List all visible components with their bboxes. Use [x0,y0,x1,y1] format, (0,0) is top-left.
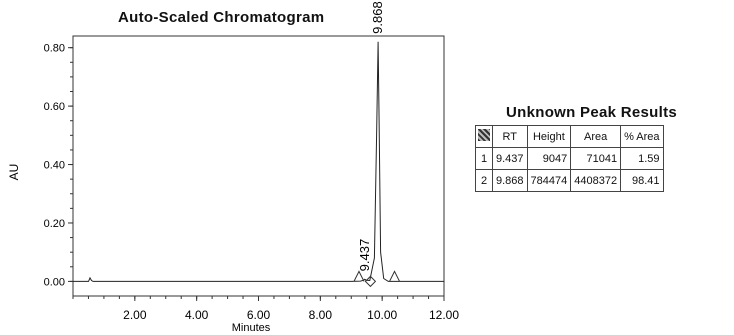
peak-label: 9.868 [370,1,385,34]
y-tick-label: 0.20 [44,218,65,230]
cell-pct-area: 1.59 [620,147,664,170]
trace-group [73,41,444,282]
table-row[interactable]: 1 9.437 9047 71041 1.59 [475,147,664,170]
chart-axes: 0.00 0.20 0.40 0.60 0.80 2.00 4.00 6.00 8.00 10.0… [44,35,459,322]
column-header-height: Height [526,125,572,148]
cell-rt: 9.868 [492,169,528,192]
chromatogram-trace [73,41,444,282]
y-tick-label: 0.80 [44,43,65,55]
table-title: Unknown Peak Results [506,104,678,121]
x-tick-label: 4.00 [185,308,209,322]
cell-pct-area: 98.41 [620,169,664,192]
peak-results-table: RT Height Area % Area 1 9.437 9047 71041… [475,125,664,192]
peak-start-marker [353,270,365,282]
y-tick-label: 0.40 [44,160,65,172]
y-axis-label: AU [7,164,21,181]
x-tick-label: 6.00 [247,308,271,322]
y-tick-label: 0.60 [44,101,65,113]
grid-select-icon[interactable] [478,129,490,141]
chart-title: Auto-Scaled Chromatogram [118,9,325,26]
x-tick-label: 8.00 [309,308,333,322]
table-header-row: RT Height Area % Area [475,125,664,148]
column-header-pct-area: % Area [620,125,664,148]
cell-height: 9047 [526,147,572,170]
column-header-rt: RT [492,125,528,148]
table-row[interactable]: 2 9.868 784474 4408372 98.41 [475,169,664,192]
row-index: 2 [475,169,493,192]
y-tick-label: 0.00 [44,276,65,288]
cell-height: 784474 [526,169,572,192]
x-tick-label: 10.00 [367,308,397,322]
x-tick-label: 12.00 [429,308,459,322]
table-corner-cell[interactable] [475,125,493,148]
x-axis-label: Minutes [232,322,271,334]
cell-area: 4408372 [570,169,622,192]
plot-frame [72,35,445,297]
peak-end-marker [389,270,400,282]
cell-area: 71041 [570,147,622,170]
column-header-area: Area [570,125,622,148]
peak-split-marker [364,275,377,288]
x-tick-label: 2.00 [123,308,147,322]
peak-label-group: 9.437 9.868 [353,1,400,288]
peak-label: 9.437 [357,239,372,272]
cell-rt: 9.437 [492,147,528,170]
row-index: 1 [475,147,493,170]
